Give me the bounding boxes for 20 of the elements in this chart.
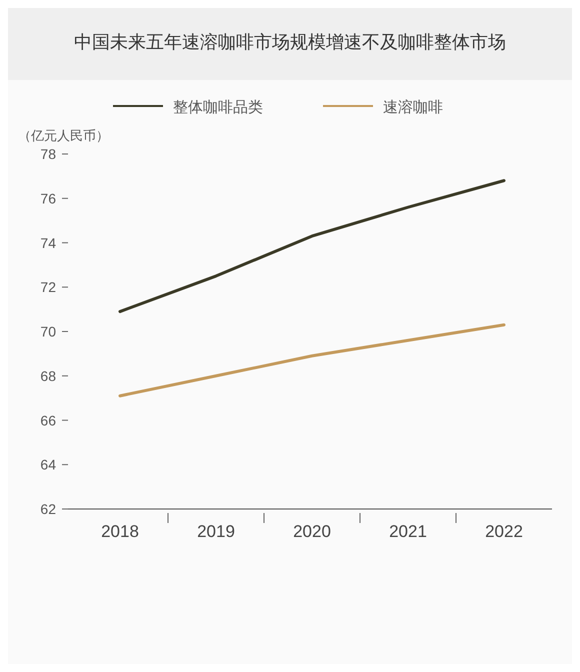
y-axis-title: （亿元人民币） — [18, 128, 109, 143]
y-tick-label: 66 — [40, 412, 56, 428]
x-tick-label: 2019 — [197, 522, 235, 541]
y-tick-label: 68 — [40, 368, 56, 384]
legend-label: 速溶咖啡 — [383, 99, 443, 116]
chart-title: 中国未来五年速溶咖啡市场规模增速不及咖啡整体市场 — [74, 32, 506, 52]
line-series — [118, 323, 506, 398]
x-tick-label: 2021 — [389, 522, 427, 541]
y-tick-label: 72 — [40, 279, 56, 296]
y-tick-label: 64 — [40, 456, 56, 473]
line-series — [118, 179, 506, 314]
y-tick-label: 70 — [40, 324, 56, 340]
x-tick-label: 2020 — [293, 522, 331, 541]
y-tick-label: 62 — [40, 501, 56, 517]
y-tick-label: 78 — [40, 146, 56, 162]
y-tick-label: 74 — [40, 234, 56, 251]
legend-label: 整体咖啡品类 — [173, 99, 263, 116]
x-tick-label: 2018 — [101, 522, 139, 541]
y-tick-label: 76 — [40, 190, 56, 206]
x-tick-label: 2022 — [485, 522, 523, 541]
